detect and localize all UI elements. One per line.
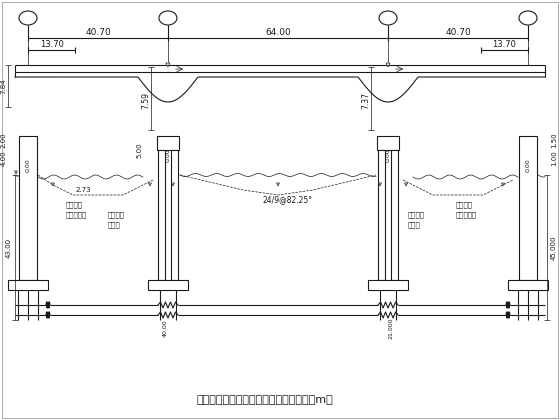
Text: 7.37: 7.37: [362, 92, 371, 109]
Polygon shape: [166, 63, 170, 67]
Polygon shape: [502, 183, 505, 186]
Bar: [148, 280, 188, 290]
Text: 41: 41: [522, 13, 534, 23]
Text: 21.000: 21.000: [389, 317, 394, 339]
Bar: [378, 150, 385, 280]
Polygon shape: [15, 171, 17, 174]
Text: 设计地面: 设计地面: [108, 212, 125, 218]
Ellipse shape: [159, 11, 177, 25]
Bar: [519, 136, 537, 280]
Ellipse shape: [519, 11, 537, 25]
Bar: [391, 150, 398, 280]
Text: 64.00: 64.00: [265, 27, 291, 37]
Bar: [508, 280, 548, 290]
Text: 特大桥连续梁平面图、纵断面图（单位：m）: 特大桥连续梁平面图、纵断面图（单位：m）: [197, 395, 333, 405]
Text: 40.70: 40.70: [85, 27, 111, 37]
Text: 24/9@82.25°: 24/9@82.25°: [263, 195, 313, 205]
Text: 40.70: 40.70: [445, 27, 471, 37]
Text: 开挖线: 开挖线: [108, 222, 121, 228]
Text: 施工期间: 施工期间: [66, 202, 83, 208]
Polygon shape: [277, 183, 279, 186]
Ellipse shape: [379, 11, 397, 25]
Text: 40.00: 40.00: [162, 319, 167, 337]
Text: 0.00: 0.00: [525, 158, 530, 172]
Text: 2.00: 2.00: [1, 132, 7, 148]
Bar: [8, 280, 48, 290]
Text: 1.50: 1.50: [551, 132, 557, 148]
Text: 0.00: 0.00: [26, 158, 30, 172]
Bar: [157, 136, 179, 150]
Polygon shape: [404, 183, 408, 186]
Text: 7.59: 7.59: [142, 92, 151, 109]
Text: 设计地面: 设计地面: [408, 212, 425, 218]
Text: 39: 39: [162, 13, 174, 23]
Text: 13.70: 13.70: [492, 39, 516, 48]
Text: 13.70: 13.70: [40, 39, 63, 48]
Text: 40: 40: [382, 13, 394, 23]
Polygon shape: [52, 183, 54, 186]
Text: 0.00: 0.00: [165, 148, 170, 162]
Text: 45.000: 45.000: [551, 235, 557, 260]
Bar: [19, 136, 37, 280]
Text: 4.00: 4.00: [1, 150, 7, 166]
Text: 0.00: 0.00: [385, 148, 390, 162]
Polygon shape: [379, 183, 381, 186]
Text: 开挖线: 开挖线: [408, 222, 421, 228]
Bar: [377, 136, 399, 150]
Polygon shape: [171, 183, 175, 186]
Text: 5.00: 5.00: [137, 142, 143, 158]
Text: 43.00: 43.00: [6, 237, 12, 257]
Bar: [368, 280, 408, 290]
Text: 地面处理线: 地面处理线: [66, 212, 87, 218]
Polygon shape: [386, 63, 390, 67]
Text: 7.84: 7.84: [0, 78, 6, 94]
Bar: [158, 150, 165, 280]
Ellipse shape: [19, 11, 37, 25]
Text: 施工期间: 施工期间: [456, 202, 473, 208]
Text: 38: 38: [22, 13, 34, 23]
Text: 1.00: 1.00: [551, 150, 557, 166]
Bar: [171, 150, 178, 280]
Text: 地面处理线: 地面处理线: [456, 212, 477, 218]
Polygon shape: [148, 183, 151, 186]
Text: 2.73: 2.73: [75, 187, 91, 193]
